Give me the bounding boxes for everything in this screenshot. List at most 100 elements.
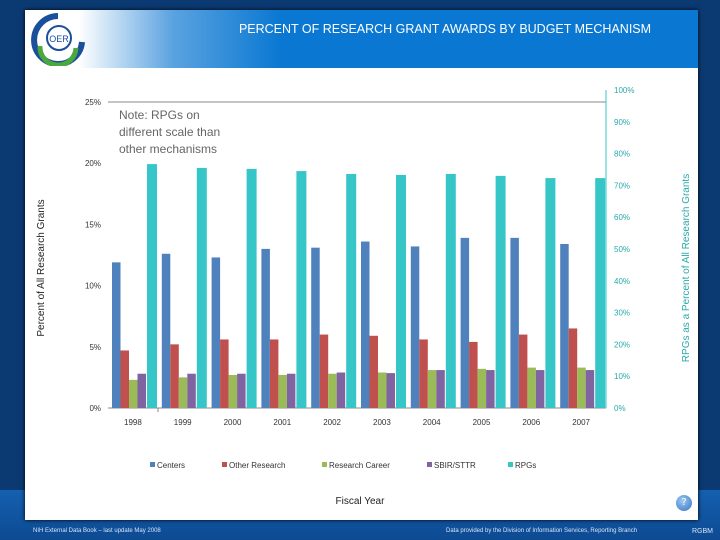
footer-code: RGBM: [692, 528, 713, 535]
x-tick-label: 1998: [124, 418, 142, 427]
bar-centers-2000: [211, 257, 221, 408]
left-tick-label: 25%: [85, 98, 101, 107]
x-tick-label: 2000: [224, 418, 242, 427]
bar-research-career-1999: [178, 377, 188, 408]
legend-label: Centers: [157, 461, 185, 470]
bar-research-career-2003: [378, 372, 387, 408]
bar-research-career-1998: [129, 379, 138, 408]
legend-swatch: [508, 462, 513, 467]
bar-research-career-2005: [477, 368, 487, 408]
x-tick-label: 2005: [473, 418, 491, 427]
right-tick-label: 50%: [614, 245, 630, 254]
bar-sbir-sttr-2004: [436, 370, 445, 408]
left-tick-label: 20%: [85, 159, 101, 168]
y2-axis-title: RPGs as a Percent of All Research Grants: [681, 174, 692, 362]
bar-other-research-2004: [419, 339, 428, 408]
bar-rpgs-1998: [147, 164, 157, 408]
x-tick-label: 2006: [522, 418, 540, 427]
bar-centers-2007: [560, 243, 569, 408]
bar-sbir-sttr-2002: [336, 372, 346, 408]
bar-research-career-2004: [427, 370, 437, 408]
bar-sbir-sttr-1999: [187, 373, 196, 408]
bar-centers-1998: [112, 262, 121, 408]
bar-other-research-1999: [170, 344, 179, 408]
bar-rpgs-2007: [595, 178, 606, 408]
bar-rpgs-2001: [296, 171, 307, 408]
note-text: other mechanisms: [119, 142, 217, 156]
bar-centers-2006: [510, 237, 519, 408]
x-tick-label: 2007: [572, 418, 590, 427]
bar-research-career-2001: [278, 374, 287, 408]
bar-research-career-2007: [577, 367, 586, 408]
bar-other-research-2005: [469, 341, 478, 408]
bar-centers-2001: [261, 248, 270, 408]
legend-label: RPGs: [515, 461, 536, 470]
legend-label: SBIR/STTR: [434, 461, 476, 470]
bar-centers-2005: [460, 237, 470, 408]
right-tick-label: 40%: [614, 277, 630, 286]
right-tick-label: 90%: [614, 118, 630, 127]
bar-centers-2003: [361, 241, 370, 408]
bar-sbir-sttr-2007: [585, 370, 595, 408]
bar-rpgs-2003: [396, 174, 406, 408]
page-title: PERCENT OF RESEARCH GRANT AWARDS BY BUDG…: [238, 22, 652, 36]
right-tick-label: 80%: [614, 150, 630, 159]
bar-research-career-2000: [228, 374, 238, 408]
left-tick-label: 0%: [89, 404, 101, 413]
bar-sbir-sttr-1998: [137, 373, 146, 408]
bar-sbir-sttr-2001: [286, 373, 296, 408]
note-text: Note: RPGs on: [119, 108, 200, 122]
bar-rpgs-2004: [445, 173, 456, 408]
right-tick-label: 0%: [614, 404, 626, 413]
bar-research-career-2002: [328, 373, 337, 408]
footer-source: NIH External Data Book – last update May…: [33, 528, 161, 534]
bar-other-research-1998: [120, 350, 129, 408]
bar-centers-2004: [410, 246, 420, 408]
bar-centers-2002: [311, 247, 320, 408]
bar-other-research-2007: [568, 328, 578, 408]
bar-rpgs-2000: [246, 168, 257, 408]
bar-centers-1999: [161, 253, 171, 408]
bar-research-career-2006: [527, 367, 536, 408]
x-tick-label: 2002: [323, 418, 341, 427]
right-tick-label: 60%: [614, 213, 630, 222]
bar-other-research-2006: [518, 334, 528, 408]
x-tick-label: 2003: [373, 418, 391, 427]
left-tick-label: 5%: [89, 343, 101, 352]
right-tick-label: 20%: [614, 340, 630, 349]
bar-rpgs-2006: [545, 178, 556, 408]
right-tick-label: 70%: [614, 181, 630, 190]
legend-label: Other Research: [229, 461, 285, 470]
bar-rpgs-1999: [196, 167, 207, 408]
legend-swatch: [322, 462, 327, 467]
bar-sbir-sttr-2003: [386, 373, 395, 408]
x-tick-label: 2004: [423, 418, 441, 427]
right-tick-label: 30%: [614, 309, 630, 318]
right-tick-label: 10%: [614, 372, 630, 381]
x-axis-title: Fiscal Year: [336, 496, 386, 507]
note-text: different scale than: [119, 125, 220, 139]
legend-swatch: [427, 462, 432, 467]
y-axis-title: Percent of All Research Grants: [36, 199, 47, 336]
right-tick-label: 100%: [614, 86, 634, 95]
bar-other-research-2003: [369, 335, 378, 408]
bar-sbir-sttr-2006: [535, 370, 545, 408]
bar-other-research-2001: [269, 339, 279, 408]
help-icon[interactable]: ?: [676, 495, 692, 511]
footer-provider: Data provided by the Division of Informa…: [446, 528, 638, 534]
bar-sbir-sttr-2000: [237, 373, 246, 408]
svg-text:OER: OER: [49, 34, 69, 44]
left-tick-label: 15%: [85, 220, 101, 229]
bar-other-research-2000: [220, 339, 229, 408]
bar-rpgs-2002: [346, 173, 357, 408]
legend-swatch: [150, 462, 155, 467]
legend-label: Research Career: [329, 461, 390, 470]
header-bar: [25, 10, 698, 68]
bar-other-research-2002: [319, 334, 329, 408]
bar-sbir-sttr-2005: [486, 370, 495, 408]
x-tick-label: 1999: [174, 418, 192, 427]
legend-swatch: [222, 462, 227, 467]
left-tick-label: 10%: [85, 282, 101, 291]
x-tick-label: 2001: [273, 418, 291, 427]
